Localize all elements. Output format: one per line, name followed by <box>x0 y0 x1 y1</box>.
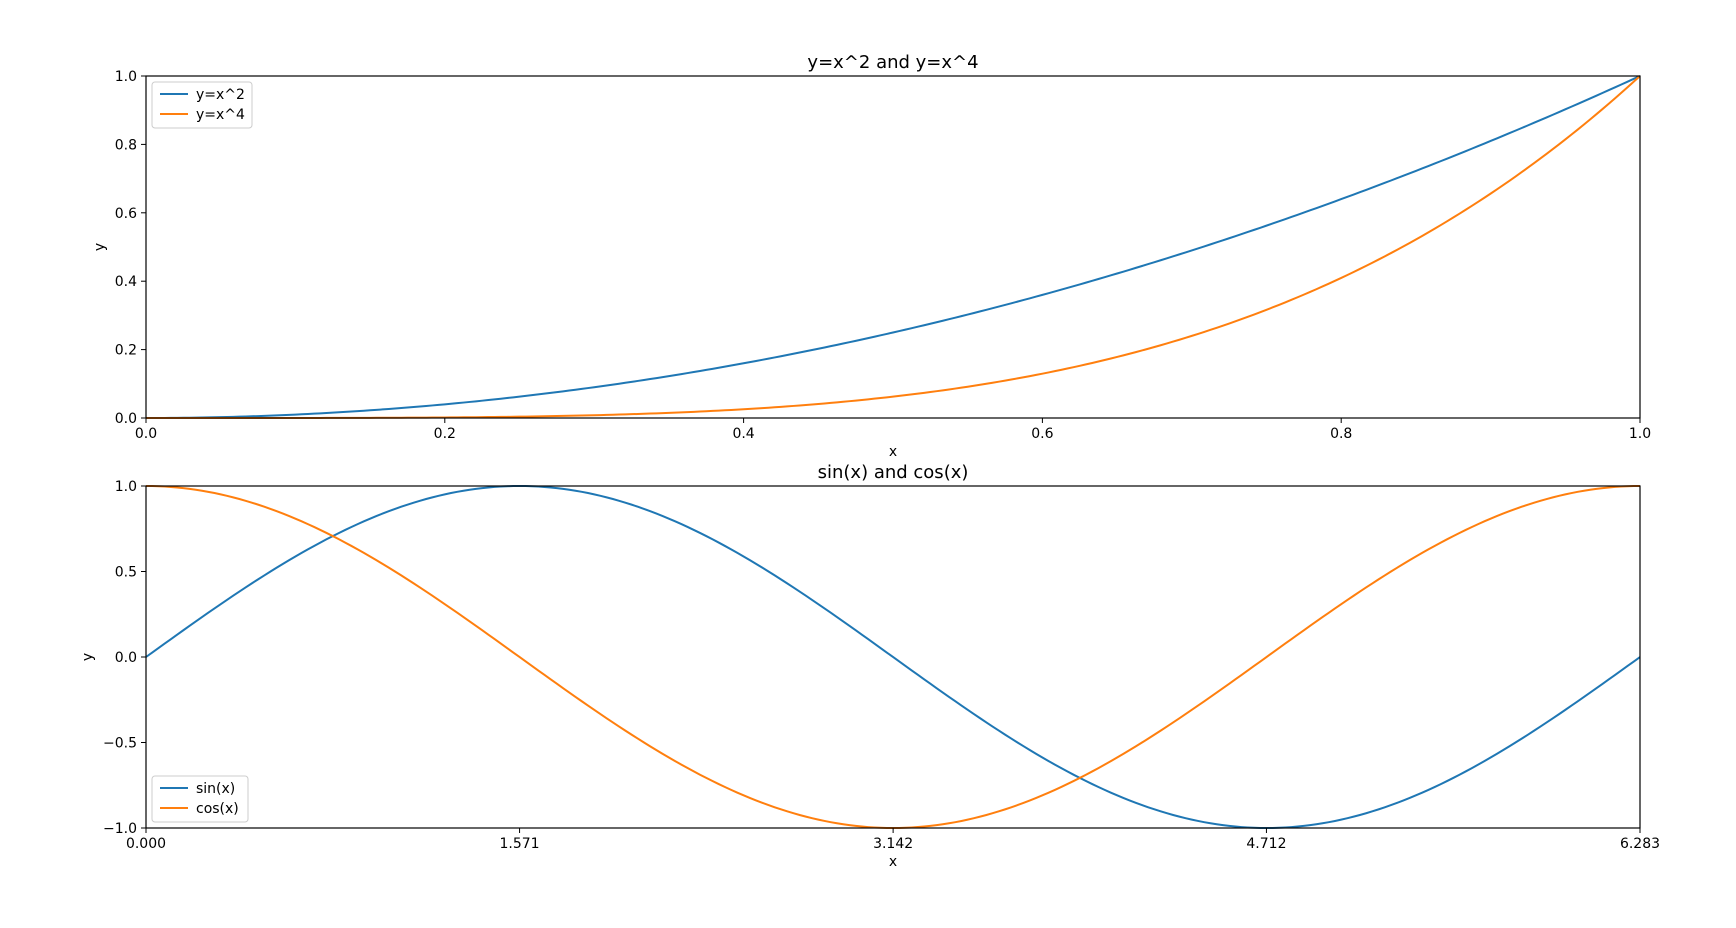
x-tick-label: 0.0 <box>135 426 157 442</box>
y-tick-label: 0.4 <box>115 274 137 290</box>
x-tick-label: 6.283 <box>1620 836 1660 852</box>
legend: sin(x) cos(x) <box>151 775 249 823</box>
x-tick-label: 3.142 <box>873 836 913 852</box>
y-axis-label: y <box>80 653 96 661</box>
series-line-sin(x) <box>145 485 1641 829</box>
subplot-top: y=x^2 and y=x^4 0.0 0.2 0.4 0.6 0.8 1.0 0.0 0.2… <box>92 52 1651 460</box>
x-axis-label: x <box>889 854 897 870</box>
x-tick-label: 0.6 <box>1031 426 1053 442</box>
subplot-bottom: sin(x) and cos(x) 0.000 1.571 3.142 4.712 6.… <box>80 462 1660 870</box>
y-tick-label: 1.0 <box>115 479 137 495</box>
y-axis-label: y <box>92 243 108 251</box>
y-tick-label: 0.5 <box>115 565 137 581</box>
x-tick-label: 0.2 <box>434 426 456 442</box>
legend-label-x4: y=x^4 <box>196 107 245 123</box>
series-line-y=x^2 <box>145 75 1641 419</box>
y-tick-label: 0.8 <box>115 137 137 153</box>
plot-frame <box>145 75 1641 419</box>
x-tick-label: 1.0 <box>1629 426 1651 442</box>
x-tick-label: 4.712 <box>1246 836 1286 852</box>
legend-label-sin: sin(x) <box>196 781 235 797</box>
x-tick-label: 0.4 <box>732 426 754 442</box>
legend-label-cos: cos(x) <box>196 801 239 817</box>
y-tick-label: 0.2 <box>115 343 137 359</box>
chart-title: y=x^2 and y=x^4 <box>807 52 978 73</box>
x-tick-label: 0.8 <box>1330 426 1352 442</box>
x-tick-label: 0.000 <box>126 836 166 852</box>
x-axis-label: x <box>889 444 897 460</box>
y-tick-label: −0.5 <box>103 736 137 752</box>
y-tick-label: −1.0 <box>103 821 137 837</box>
y-tick-label: 0.0 <box>115 650 137 666</box>
legend-label-x2: y=x^2 <box>196 87 245 103</box>
y-tick-label: 1.0 <box>115 69 137 85</box>
tick-group: 0.0 0.2 0.4 0.6 0.8 1.0 0.0 0.2 0.4 0.6 0.8 1.0 <box>115 69 1651 442</box>
legend: y=x^2 y=x^4 <box>151 81 253 129</box>
y-tick-label: 0.6 <box>115 206 137 222</box>
tick-group: 0.000 1.571 3.142 4.712 6.283 −1.0 −0.5 0.0 0.5 1… <box>103 479 1660 852</box>
chart-title: sin(x) and cos(x) <box>818 462 969 483</box>
y-tick-label: 0.0 <box>115 411 137 427</box>
x-tick-label: 1.571 <box>500 836 540 852</box>
